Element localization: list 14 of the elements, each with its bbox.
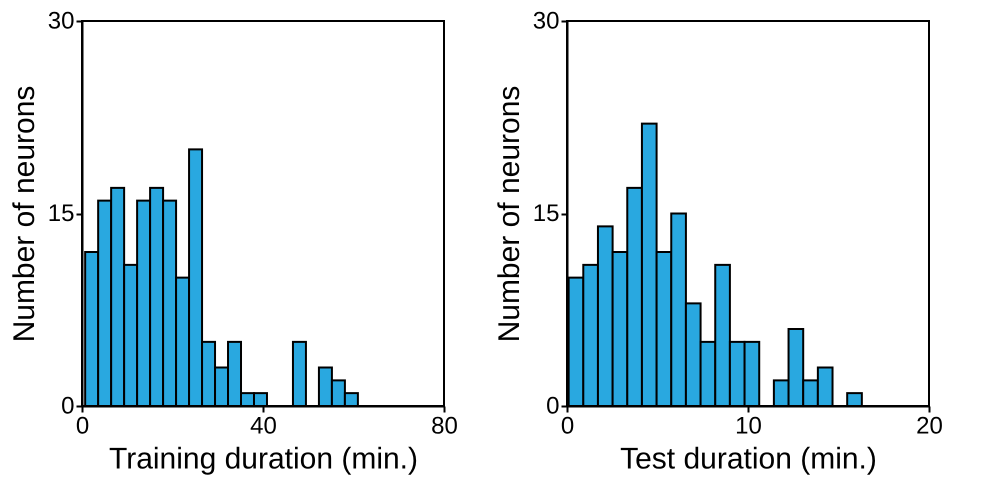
y-tick-label: 15 — [48, 200, 74, 227]
y-tick-label: 0 — [61, 392, 74, 420]
y-tick-label: 30 — [48, 8, 74, 34]
x-tick-label: 20 — [916, 412, 943, 440]
y-tick-label: 0 — [546, 392, 560, 420]
x-tick-label: 80 — [431, 412, 458, 440]
x-axis-title: Training duration (min.) — [108, 442, 418, 476]
y-axis-title: Number of neurons — [8, 86, 41, 342]
x-tick-label: 40 — [250, 412, 277, 440]
x-tick-label: 10 — [735, 412, 762, 440]
y-axis-title: Number of neurons — [492, 86, 526, 342]
x-axis-title: Test duration (min.) — [620, 442, 877, 476]
y-tick-label: 15 — [532, 200, 560, 227]
y-tick-label: 30 — [532, 8, 560, 34]
